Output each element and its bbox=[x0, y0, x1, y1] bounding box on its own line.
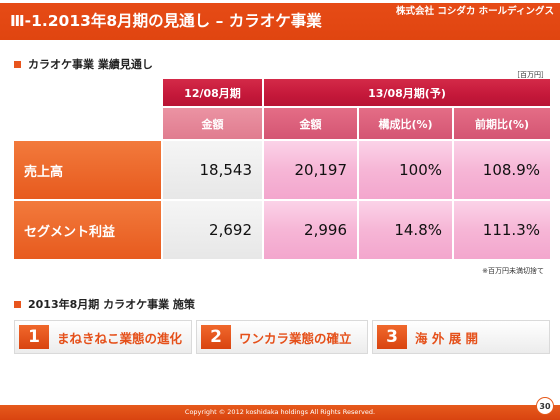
section-title-policy: 2013年8月期 カラオケ事業 施策 bbox=[28, 298, 195, 311]
cell-profit-actual: 2,692 bbox=[163, 201, 262, 259]
footnote: ※百万円未満切捨て bbox=[482, 267, 544, 275]
company-name: 株式会社 コシダカ ホールディングス bbox=[396, 6, 554, 17]
cell-profit-yoy: 111.3% bbox=[454, 201, 550, 259]
header-period-forecast: 13/08月期(予) bbox=[264, 79, 550, 106]
cell-sales-forecast: 20,197 bbox=[264, 141, 357, 199]
row-label-segment-profit: セグメント利益 bbox=[14, 201, 161, 259]
unit-label: ［百万円］ bbox=[513, 71, 548, 79]
footer-bar: Copyright © 2012 koshidaka holdings All … bbox=[0, 405, 560, 420]
policy-number: 1 bbox=[19, 325, 49, 349]
policy-item-1: 1 まねきねこ業態の進化 bbox=[14, 320, 192, 354]
policy-text: ワンカラ業態の確立 bbox=[239, 330, 352, 346]
header-ratio: 構成比(%) bbox=[359, 108, 452, 139]
bullet-square-icon bbox=[14, 300, 21, 308]
header-amount-actual: 金額 bbox=[163, 108, 262, 139]
header-yoy: 前期比(%) bbox=[454, 108, 550, 139]
copyright: Copyright © 2012 koshidaka holdings All … bbox=[184, 408, 376, 416]
section-heading-forecast: カラオケ事業 業績見通し bbox=[14, 56, 153, 72]
cell-sales-ratio: 100% bbox=[359, 141, 452, 199]
row-label-sales: 売上高 bbox=[14, 141, 161, 199]
header-bar: Ⅲ-1.2013年8月期の見通し – カラオケ事業 株式会社 コシダカ ホールデ… bbox=[0, 0, 560, 40]
policy-number: 3 bbox=[377, 325, 407, 349]
section-title-forecast: カラオケ事業 業績見通し bbox=[28, 58, 153, 71]
page-number: 30 bbox=[536, 397, 554, 415]
cell-profit-forecast: 2,996 bbox=[264, 201, 357, 259]
cell-sales-yoy: 108.9% bbox=[454, 141, 550, 199]
header-amount-forecast: 金額 bbox=[264, 108, 357, 139]
bullet-square-icon bbox=[14, 60, 21, 68]
cell-profit-ratio: 14.8% bbox=[359, 201, 452, 259]
policy-text: まねきねこ業態の進化 bbox=[57, 330, 183, 346]
policy-text: 海 外 展 開 bbox=[415, 330, 479, 346]
policy-number: 2 bbox=[201, 325, 231, 349]
section-heading-policy: 2013年8月期 カラオケ事業 施策 bbox=[14, 296, 195, 312]
page-title: Ⅲ-1.2013年8月期の見通し – カラオケ事業 bbox=[10, 12, 322, 30]
cell-sales-actual: 18,543 bbox=[163, 141, 262, 199]
policy-item-2: 2 ワンカラ業態の確立 bbox=[196, 320, 368, 354]
header-period-actual: 12/08月期 bbox=[163, 79, 262, 106]
policy-item-3: 3 海 外 展 開 bbox=[372, 320, 550, 354]
